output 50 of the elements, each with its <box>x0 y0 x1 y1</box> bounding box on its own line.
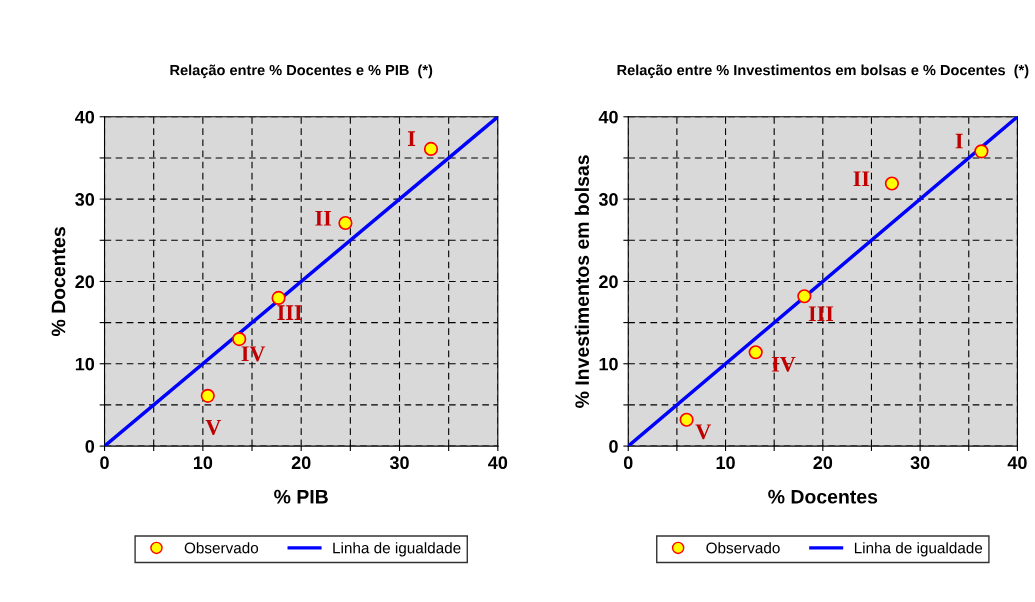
annotation: I <box>955 133 963 149</box>
point <box>200 388 215 403</box>
x-tick-label: 20 <box>813 456 833 470</box>
x-tick-label: 30 <box>389 456 409 470</box>
point <box>748 345 763 360</box>
y-tick-label: 20 <box>599 275 618 289</box>
annotation: II <box>853 171 870 187</box>
y-tick-label: 0 <box>609 440 618 453</box>
point <box>271 290 286 305</box>
y-tick-label: 10 <box>599 357 618 371</box>
annotation: II <box>315 211 332 226</box>
y-tick-label: 20 <box>75 275 95 289</box>
x-tick-label: 30 <box>910 456 930 470</box>
y-axis-title: % Investimentos em bolsas <box>574 155 590 408</box>
x-tick-label: 20 <box>291 456 311 470</box>
annotation: V <box>205 419 222 435</box>
legend-label: Observado <box>706 542 780 554</box>
chart-title: Relação entre % Investimentos em bolsas e % Docentes (*) <box>617 64 1029 79</box>
point <box>797 289 812 304</box>
chart-title: Relação entre % Docentes e % PIB (*) <box>170 64 433 79</box>
legend-label: Linha de igualdade <box>854 542 983 557</box>
legend-label: Linha de igualdade <box>333 542 461 557</box>
x-tick-label: 0 <box>623 456 633 470</box>
x-tick-label: 10 <box>193 456 213 470</box>
point <box>232 331 247 347</box>
annotation: I <box>407 131 416 146</box>
y-tick-label: 40 <box>75 110 95 124</box>
y-tick-label: 30 <box>598 193 618 206</box>
annotation: IV <box>241 346 266 362</box>
x-tick-label: 10 <box>716 456 735 470</box>
point <box>974 144 989 159</box>
x-tick-label: 40 <box>1007 456 1027 470</box>
x-tick-label: 40 <box>488 456 508 470</box>
legend-label: Observado <box>184 542 259 554</box>
x-axis-title: % PIB <box>274 489 328 504</box>
annotation: III <box>277 305 302 320</box>
y-tick-label: 30 <box>75 193 95 206</box>
annotation: III <box>808 306 834 322</box>
y-tick-label: 10 <box>75 357 95 371</box>
point <box>884 176 899 191</box>
point <box>679 412 694 427</box>
point <box>423 141 439 156</box>
y-tick-label: 40 <box>598 110 618 124</box>
y-tick-label: 0 <box>85 440 95 453</box>
point <box>338 215 353 231</box>
x-axis-title: % Docentes <box>768 489 878 504</box>
y-axis-title: % Docentes <box>51 227 66 337</box>
x-tick-label: 0 <box>100 456 109 470</box>
annotation: IV <box>771 356 796 372</box>
annotation: V <box>695 424 712 440</box>
